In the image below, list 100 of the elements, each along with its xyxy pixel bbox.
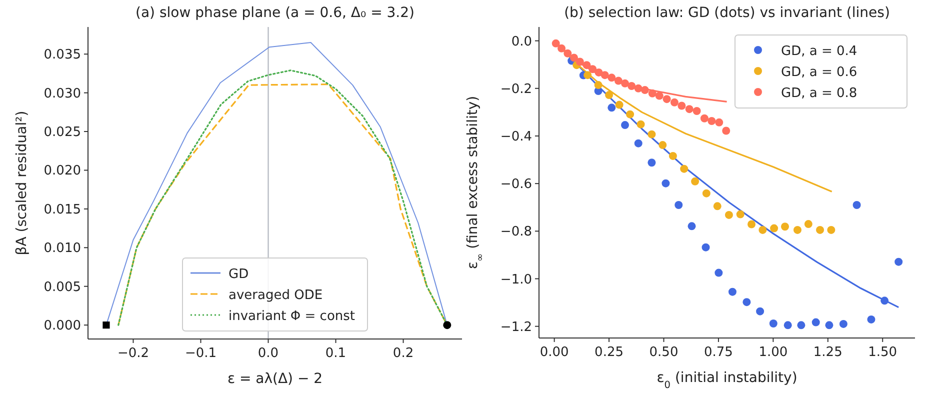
x-tick-label: 1.50: [868, 345, 898, 360]
point: [691, 177, 700, 186]
point: [700, 114, 708, 122]
point: [634, 84, 642, 92]
y-tick-label: 0.015: [44, 202, 81, 218]
legend-label: invariant Φ = const: [228, 309, 356, 324]
x-tick-label: 0.75: [704, 345, 733, 360]
point: [576, 58, 584, 66]
point: [605, 91, 614, 100]
point: [648, 130, 656, 138]
point: [680, 164, 688, 173]
point: [827, 226, 836, 234]
point: [685, 105, 694, 114]
point: [880, 296, 889, 305]
y-tick-label: 0.0: [511, 34, 532, 50]
x-axis-title: ε$_{0}$ (initial instability): [656, 370, 798, 390]
x-tick-label: 0.0: [258, 346, 279, 361]
point: [570, 54, 578, 62]
point: [692, 107, 701, 115]
y-tick-label: 0.000: [44, 318, 81, 334]
x-tick-label: 0.25: [594, 345, 624, 360]
point: [674, 200, 683, 209]
point: [804, 220, 812, 228]
point: [584, 71, 592, 80]
point: [769, 319, 778, 328]
point: [678, 102, 686, 110]
x-tick-label: −0.1: [184, 346, 217, 361]
point: [748, 220, 756, 228]
point: [668, 152, 677, 160]
point: [852, 200, 861, 209]
x-tick-label: 0.1: [325, 346, 346, 361]
point: [608, 104, 616, 112]
point: [564, 49, 572, 58]
point: [825, 321, 834, 330]
point: [724, 210, 733, 219]
point: [658, 141, 667, 150]
x-tick-label: −0.2: [117, 346, 150, 361]
point: [793, 226, 802, 234]
point: [816, 226, 824, 234]
point: [662, 179, 670, 188]
x-tick-label: 1.25: [813, 345, 842, 360]
legend-label: GD, a = 0.8: [781, 86, 858, 101]
point: [552, 39, 560, 48]
point: [588, 65, 597, 74]
point: [742, 298, 751, 306]
y-tick-label: −0.6: [500, 177, 532, 192]
point: [715, 118, 724, 126]
point: [722, 126, 730, 135]
point: [608, 74, 616, 82]
x-tick-label: 0.50: [649, 345, 678, 360]
y-tick-label: 0.020: [44, 164, 81, 179]
legend-label: averaged ODE: [228, 288, 323, 303]
legend-label: GD: [228, 267, 249, 282]
point: [655, 92, 664, 100]
point: [713, 202, 722, 210]
y-axis-title: βA (scaled residual²): [14, 110, 30, 256]
legend-label: GD, a = 0.6: [781, 65, 858, 80]
point: [614, 76, 622, 85]
point: [702, 243, 710, 252]
legend-label: GD, a = 0.4: [781, 44, 858, 59]
point: [648, 89, 656, 98]
x-tick-label: 0.2: [392, 346, 414, 361]
point: [640, 86, 649, 94]
point: [894, 258, 903, 266]
point: [670, 98, 678, 106]
point: [594, 68, 603, 76]
point: [634, 139, 642, 148]
x-tick-label: 1.00: [758, 345, 788, 360]
x-axis-title: ε = aλ(Δ) − 2: [227, 371, 323, 387]
point: [688, 222, 696, 230]
point: [839, 320, 848, 328]
point: [784, 321, 792, 330]
y-tick-label: 0.035: [44, 48, 81, 63]
point: [708, 117, 716, 125]
point: [702, 189, 710, 198]
y-tick-label: −0.4: [500, 129, 532, 144]
y-tick-label: −1.0: [500, 272, 532, 288]
point: [758, 226, 767, 234]
point: [558, 44, 566, 52]
chart-title: (b) selection law: GD (dots) vs invariant (lines): [564, 5, 890, 21]
point: [626, 110, 634, 118]
point: [621, 79, 630, 88]
point: [756, 307, 764, 316]
point: [728, 288, 736, 296]
y-tick-label: −1.2: [500, 320, 532, 335]
point: [867, 315, 876, 324]
point: [797, 321, 806, 330]
point: [770, 224, 778, 232]
x-tick-label: 0.00: [540, 345, 569, 360]
point: [648, 158, 656, 167]
point: [615, 100, 624, 109]
y-tick-label: −0.2: [500, 82, 532, 97]
point: [594, 81, 602, 90]
y-tick-label: −0.8: [500, 224, 532, 240]
point: [636, 120, 645, 128]
y-tick-label: 0.010: [44, 241, 81, 256]
point: [662, 95, 671, 104]
y-tick-label: 0.025: [44, 125, 81, 140]
y-tick-label: 0.005: [44, 280, 81, 295]
point: [628, 82, 636, 90]
